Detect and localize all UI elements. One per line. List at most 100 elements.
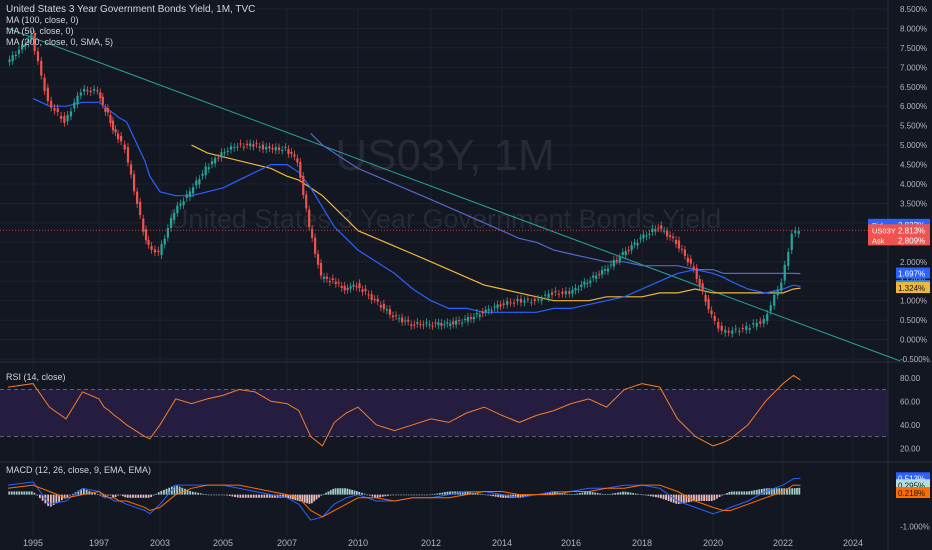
candle[interactable] — [557, 293, 561, 295]
candle[interactable] — [147, 240, 150, 245]
candle[interactable] — [440, 323, 443, 326]
candle[interactable] — [316, 253, 320, 265]
candle[interactable] — [188, 191, 192, 198]
candle[interactable] — [654, 229, 657, 232]
ma50-line[interactable] — [32, 97, 801, 313]
candle[interactable] — [710, 310, 713, 315]
candle[interactable] — [328, 281, 331, 283]
candle[interactable] — [46, 87, 49, 102]
candle[interactable] — [101, 96, 104, 105]
candle[interactable] — [738, 331, 741, 333]
candle[interactable] — [686, 257, 689, 263]
candle[interactable] — [56, 108, 59, 113]
candle[interactable] — [731, 330, 734, 334]
candle[interactable] — [680, 248, 684, 250]
candle[interactable] — [376, 298, 379, 302]
candle[interactable] — [63, 115, 66, 123]
candle[interactable] — [633, 242, 636, 245]
candle[interactable] — [568, 291, 571, 294]
candle[interactable] — [537, 298, 540, 300]
candle[interactable] — [766, 313, 769, 321]
candle[interactable] — [745, 326, 748, 330]
candle[interactable] — [358, 283, 361, 289]
candle[interactable] — [574, 287, 577, 291]
candle[interactable] — [648, 233, 651, 235]
candle[interactable] — [783, 264, 786, 281]
candle[interactable] — [379, 305, 382, 308]
candle[interactable] — [176, 205, 179, 214]
candle[interactable] — [229, 146, 233, 150]
candle[interactable] — [11, 55, 14, 62]
candle[interactable] — [443, 324, 446, 326]
candle[interactable] — [404, 320, 407, 322]
candle[interactable] — [169, 218, 173, 228]
candle[interactable] — [666, 230, 669, 237]
indicator-ma100[interactable]: MA (100, close, 0) — [6, 15, 79, 25]
candle[interactable] — [277, 147, 281, 151]
candle[interactable] — [185, 194, 188, 199]
candle[interactable] — [472, 316, 475, 320]
candle[interactable] — [561, 291, 564, 294]
candle[interactable] — [129, 164, 133, 175]
candle[interactable] — [109, 115, 112, 124]
candle[interactable] — [564, 290, 567, 295]
candle[interactable] — [776, 289, 779, 296]
candle[interactable] — [509, 302, 512, 304]
candle[interactable] — [233, 147, 236, 149]
candle[interactable] — [30, 34, 33, 40]
candle[interactable] — [603, 269, 607, 271]
candle[interactable] — [217, 157, 220, 159]
candle[interactable] — [434, 322, 437, 324]
candle[interactable] — [478, 314, 481, 317]
candle[interactable] — [707, 298, 710, 310]
candle[interactable] — [431, 325, 434, 327]
candle[interactable] — [139, 201, 142, 216]
candle[interactable] — [636, 242, 639, 246]
candle[interactable] — [475, 312, 478, 315]
candle[interactable] — [17, 49, 21, 54]
trendline[interactable] — [7, 27, 901, 362]
candle[interactable] — [797, 230, 800, 234]
candle[interactable] — [207, 167, 210, 170]
candle[interactable] — [33, 34, 36, 52]
candle[interactable] — [349, 286, 352, 289]
candle[interactable] — [762, 318, 765, 324]
candle[interactable] — [258, 146, 261, 148]
candle[interactable] — [271, 147, 274, 150]
macd-pane[interactable] — [7, 477, 801, 521]
candle[interactable] — [370, 294, 373, 300]
candle[interactable] — [36, 51, 40, 62]
candle[interactable] — [598, 274, 601, 276]
ma100-line[interactable] — [191, 144, 801, 302]
candle[interactable] — [645, 235, 648, 237]
candle[interactable] — [506, 301, 509, 305]
candle[interactable] — [50, 100, 53, 108]
candle[interactable] — [660, 225, 663, 229]
indicator-ma50[interactable]: MA (50, close, 0) — [6, 26, 74, 36]
candle[interactable] — [692, 266, 695, 269]
candle[interactable] — [428, 324, 431, 326]
candle[interactable] — [717, 321, 720, 329]
candle[interactable] — [179, 203, 182, 206]
candle[interactable] — [407, 319, 410, 322]
candle[interactable] — [526, 298, 529, 300]
candle[interactable] — [104, 108, 107, 112]
candle[interactable] — [701, 283, 704, 291]
candle[interactable] — [76, 95, 79, 105]
candle[interactable] — [311, 228, 314, 238]
candle[interactable] — [493, 306, 496, 308]
candle[interactable] — [741, 327, 744, 329]
candle[interactable] — [223, 152, 226, 154]
candle[interactable] — [713, 315, 716, 321]
candle[interactable] — [669, 235, 672, 237]
candle[interactable] — [126, 147, 130, 163]
candle[interactable] — [142, 218, 145, 232]
candle[interactable] — [195, 180, 198, 186]
candle[interactable] — [677, 240, 681, 249]
candle[interactable] — [343, 285, 346, 291]
candle[interactable] — [166, 227, 169, 238]
candle[interactable] — [458, 320, 461, 322]
candle[interactable] — [99, 92, 102, 99]
candle[interactable] — [704, 294, 707, 302]
candle[interactable] — [689, 258, 692, 264]
